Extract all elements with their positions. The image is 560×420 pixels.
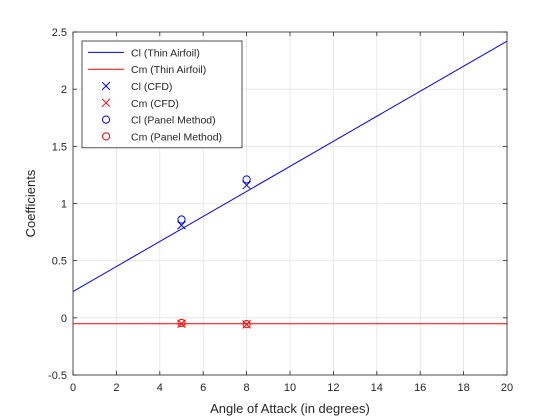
- y-tick-label: 1.5: [52, 141, 67, 153]
- axis-ticks: [72, 31, 508, 376]
- circle-marker: [242, 320, 251, 329]
- series-5: [177, 175, 251, 224]
- x-tick-label: 2: [113, 382, 119, 394]
- legend-entry-label: Cm (Panel Method): [131, 131, 222, 143]
- circle-marker: [177, 215, 186, 224]
- x-marker-stroke-b: [177, 319, 186, 329]
- y-tick-label: 0: [61, 313, 67, 325]
- legend-entry-label: Cl (Thin Airfoil): [131, 47, 200, 59]
- series-line: [72, 40, 508, 292]
- x-tick-label: 14: [371, 382, 383, 394]
- x-tick-label: 8: [244, 382, 250, 394]
- legend-circle-swatch: [101, 115, 111, 124]
- legend-circle-swatch: [101, 132, 111, 141]
- legend-entry-label: Cl (Panel Method): [131, 115, 216, 127]
- x-tick-label: 16: [414, 382, 426, 394]
- circle-marker: [242, 175, 251, 184]
- x-tick-label: 6: [200, 382, 206, 394]
- legend-entry-label: Cl (CFD): [131, 81, 172, 93]
- x-tick-label: 20: [501, 382, 513, 394]
- legend-x-swatch-stroke-b: [101, 81, 111, 91]
- x-tick-label: 4: [157, 382, 163, 394]
- circle-marker: [177, 318, 186, 328]
- y-tick-label: 2.5: [52, 27, 67, 39]
- legend-entry-label: Cm (Thin Airfoil): [131, 64, 206, 76]
- y-tick-label: -0.5: [48, 370, 67, 382]
- legend: Cl (Thin Airfoil) Cm (Thin Airfoil) Cl (CF…: [81, 40, 243, 149]
- x-tick-label: 0: [70, 382, 76, 394]
- y-tick-label: 1: [61, 199, 67, 211]
- y-axis-label: Coefficients: [23, 169, 38, 237]
- legend-entry-label: Cm (CFD): [131, 98, 179, 110]
- x-tick-label: 10: [284, 382, 296, 394]
- series-6: [177, 318, 251, 329]
- data-series: [72, 40, 508, 329]
- y-tick-label: 0.5: [52, 256, 67, 268]
- x-tick-label: 12: [327, 382, 339, 394]
- legend-x-swatch-stroke-b: [101, 98, 111, 108]
- series-1: [72, 40, 508, 292]
- legend-box: [81, 40, 243, 149]
- x-tick-label: 18: [457, 382, 469, 394]
- y-tick-label: 2: [61, 84, 67, 96]
- x-axis-label: Angle of Attack (in degrees): [210, 401, 370, 416]
- tick-labels: 0 2 4 6 8 10 12 14 16 18 20-0.500.511.522.5: [48, 27, 513, 394]
